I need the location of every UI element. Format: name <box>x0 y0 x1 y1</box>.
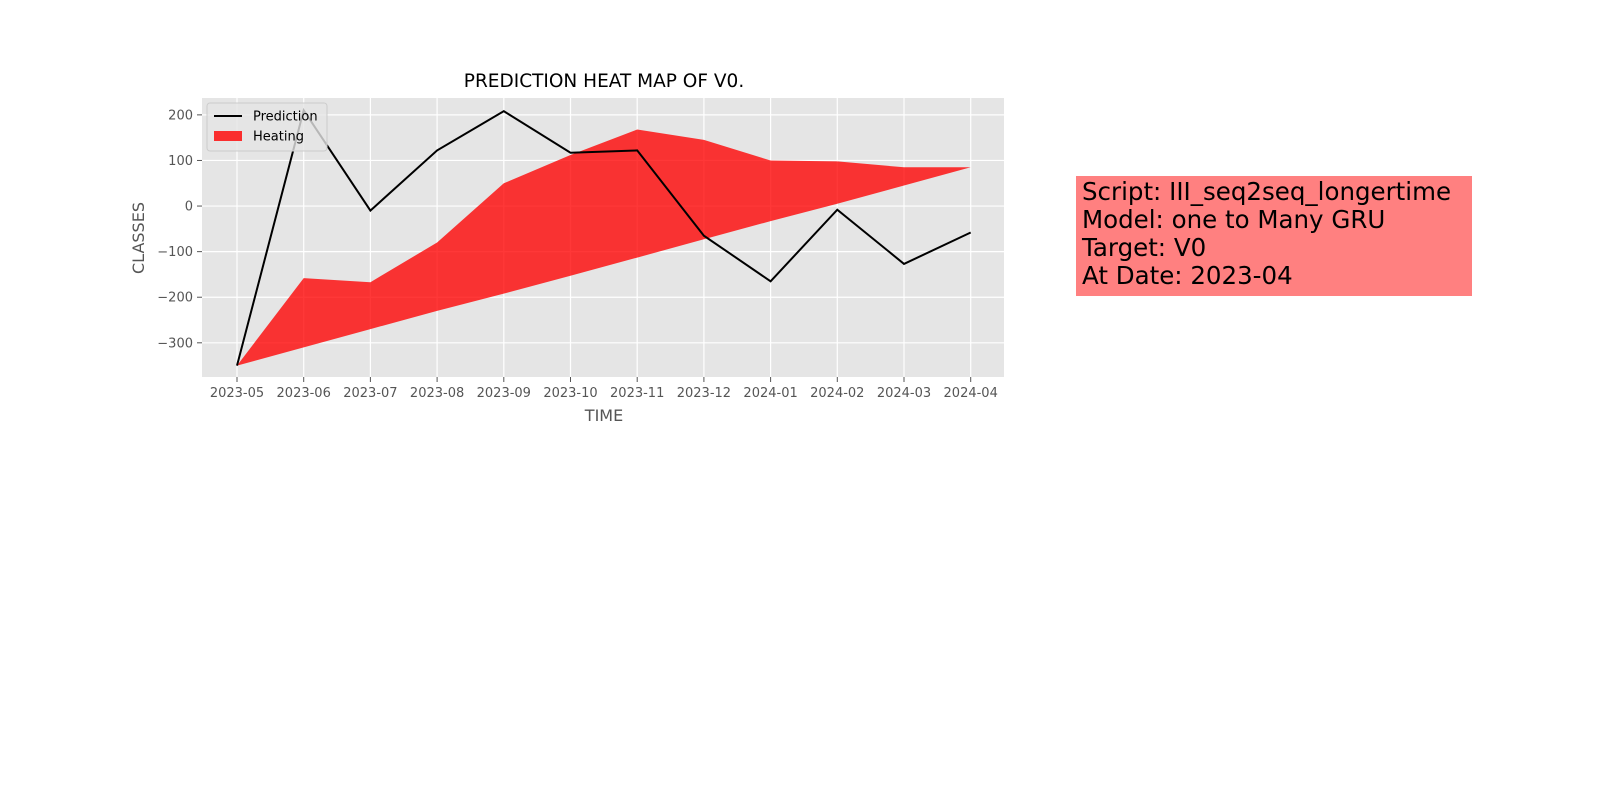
x-tick-label: 2023-08 <box>410 386 464 401</box>
info-box: Script: III_seq2seq_longertime Model: on… <box>1076 176 1472 296</box>
x-tick-label: 2023-12 <box>677 386 731 401</box>
legend-heating-swatch <box>214 131 242 141</box>
y-axis: 200 100 0 −100 −200 −300 <box>157 108 202 351</box>
info-target: Target: V0 <box>1082 233 1207 262</box>
heating-area-layer <box>237 129 971 366</box>
x-tick-label: 2024-01 <box>743 386 797 401</box>
x-tick-label: 2023-10 <box>543 386 597 401</box>
info-date: At Date: 2023-04 <box>1082 261 1293 290</box>
x-axis-label: TIME <box>584 406 623 425</box>
y-tick-label: 100 <box>168 154 193 169</box>
x-tick-label: 2023-07 <box>343 386 397 401</box>
y-tick-label: −300 <box>157 336 193 351</box>
x-tick-label: 2024-04 <box>944 386 998 401</box>
x-tick-label: 2023-06 <box>277 386 331 401</box>
x-tick-label: 2023-09 <box>477 386 531 401</box>
chart-title: PREDICTION HEAT MAP OF V0. <box>464 71 744 92</box>
legend: Prediction Heating <box>206 102 328 152</box>
legend-heating-label: Heating <box>253 130 304 145</box>
prediction-line-layer <box>236 107 972 366</box>
prediction-line <box>236 107 972 366</box>
x-tick-label: 2024-03 <box>877 386 931 401</box>
x-tick-label: 2023-11 <box>610 386 664 401</box>
x-axis: 2023-05 2023-06 2023-07 2023-08 2023-09 2023-… <box>210 377 998 401</box>
legend-prediction-label: Prediction <box>253 110 318 125</box>
info-model: Model: one to Many GRU <box>1082 205 1386 234</box>
y-axis-label: CLASSES <box>129 202 148 274</box>
y-tick-label: −100 <box>157 245 193 260</box>
info-script: Script: III_seq2seq_longertime <box>1082 177 1452 206</box>
y-tick-label: −200 <box>157 291 193 306</box>
y-tick-label: 0 <box>185 200 193 215</box>
x-tick-label: 2024-02 <box>810 386 864 401</box>
y-tick-label: 200 <box>168 108 193 123</box>
heating-area <box>237 129 971 366</box>
x-tick-label: 2023-05 <box>210 386 264 401</box>
